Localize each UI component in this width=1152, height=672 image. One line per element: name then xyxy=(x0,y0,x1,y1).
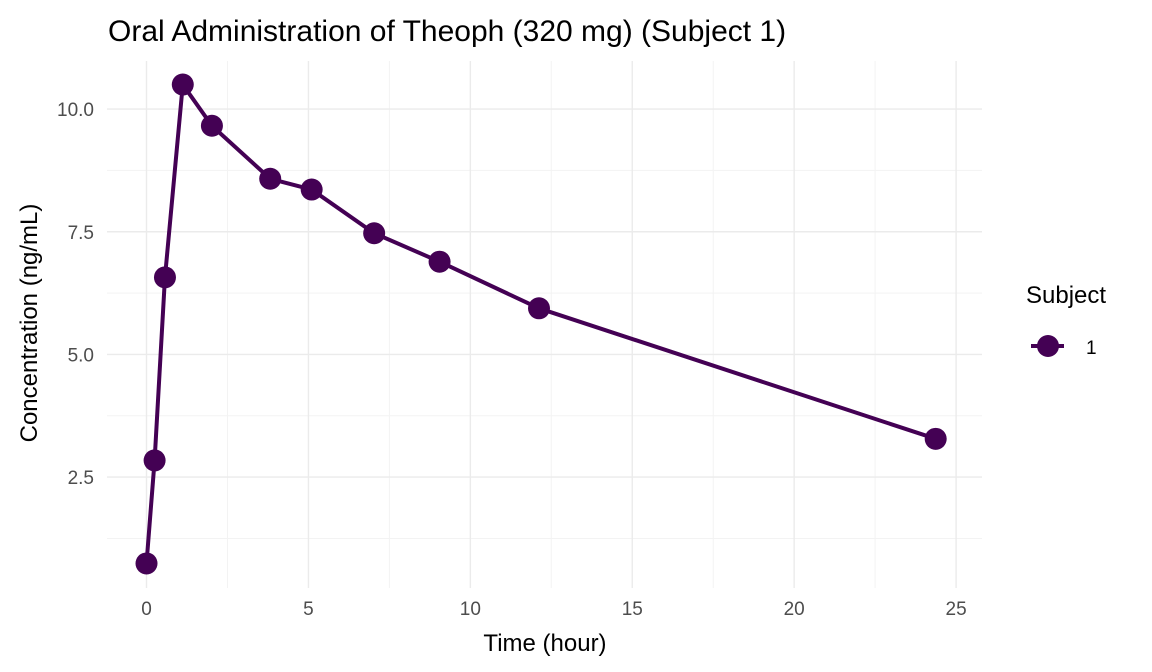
grid xyxy=(107,61,982,588)
y-tick-label: 10.0 xyxy=(57,100,94,121)
data-point xyxy=(200,114,223,137)
data-point xyxy=(143,449,166,472)
x-tick-label: 5 xyxy=(303,599,314,620)
data-point xyxy=(153,266,176,289)
data-point xyxy=(135,552,158,575)
x-tick-label: 0 xyxy=(141,599,152,620)
series xyxy=(135,73,947,575)
data-point xyxy=(171,73,194,96)
tick-labels: 0 5 10 15 20 25 2.5 5.0 7.5 10.0 xyxy=(57,100,967,620)
y-tick-label: 7.5 xyxy=(68,223,94,244)
x-tick-label: 20 xyxy=(784,599,805,620)
x-tick-label: 15 xyxy=(622,599,643,620)
y-tick-label: 2.5 xyxy=(68,468,94,489)
y-tick-label: 5.0 xyxy=(68,345,94,366)
data-point xyxy=(924,427,947,450)
x-tick-label: 10 xyxy=(460,599,481,620)
y-axis-title: Concentration (ng/mL) xyxy=(16,204,43,443)
data-point xyxy=(259,167,282,190)
legend-label: 1 xyxy=(1086,338,1097,359)
legend-point-key xyxy=(1037,335,1059,357)
series-line xyxy=(144,82,937,564)
data-point xyxy=(428,250,451,273)
legend: Subject 1 xyxy=(1026,282,1106,359)
x-axis-title: Time (hour) xyxy=(483,630,606,657)
legend-title: Subject xyxy=(1026,282,1106,309)
x-tick-label: 25 xyxy=(946,599,967,620)
chart-title: Oral Administration of Theoph (320 mg) (… xyxy=(108,15,786,48)
data-point xyxy=(363,222,386,245)
data-point xyxy=(300,178,323,201)
data-point xyxy=(527,297,550,320)
